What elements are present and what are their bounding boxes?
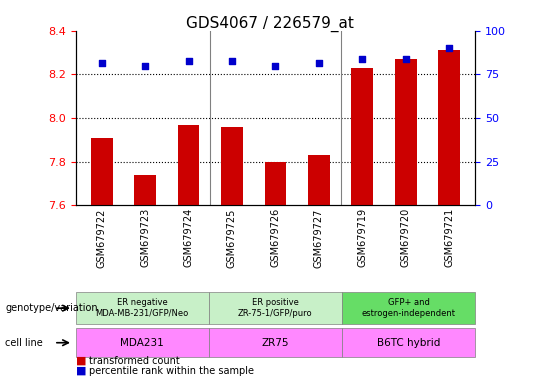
- Point: [97, 60, 106, 66]
- Bar: [308, 155, 330, 205]
- Point: [358, 56, 367, 62]
- Point: [271, 63, 280, 69]
- Point: [228, 58, 237, 65]
- FancyBboxPatch shape: [209, 328, 342, 357]
- Point: [401, 56, 410, 62]
- Bar: [438, 50, 460, 205]
- Text: ■: ■: [76, 356, 86, 366]
- Text: ER positive
ZR-75-1/GFP/puro: ER positive ZR-75-1/GFP/puro: [238, 298, 313, 318]
- Text: genotype/variation: genotype/variation: [5, 303, 98, 313]
- Text: GFP+ and
estrogen-independent: GFP+ and estrogen-independent: [362, 298, 456, 318]
- Text: GDS4067 / 226579_at: GDS4067 / 226579_at: [186, 15, 354, 31]
- Bar: [352, 68, 373, 205]
- Point: [141, 63, 150, 69]
- Point: [184, 58, 193, 65]
- Text: transformed count: transformed count: [89, 356, 180, 366]
- Text: percentile rank within the sample: percentile rank within the sample: [89, 366, 254, 376]
- Bar: [178, 125, 199, 205]
- Text: B6TC hybrid: B6TC hybrid: [377, 338, 440, 348]
- Text: ER negative
MDA-MB-231/GFP/Neo: ER negative MDA-MB-231/GFP/Neo: [96, 298, 189, 318]
- Bar: [265, 162, 286, 205]
- Bar: [134, 175, 156, 205]
- FancyBboxPatch shape: [76, 328, 209, 357]
- Bar: [221, 127, 243, 205]
- Bar: [395, 59, 416, 205]
- Point: [445, 45, 454, 51]
- Text: ■: ■: [76, 366, 86, 376]
- Text: ZR75: ZR75: [262, 338, 289, 348]
- FancyBboxPatch shape: [342, 328, 475, 357]
- Bar: [91, 138, 112, 205]
- Text: MDA231: MDA231: [120, 338, 164, 348]
- FancyBboxPatch shape: [342, 292, 475, 324]
- Point: [314, 60, 323, 66]
- Text: cell line: cell line: [5, 338, 43, 348]
- FancyBboxPatch shape: [76, 292, 209, 324]
- FancyBboxPatch shape: [209, 292, 342, 324]
